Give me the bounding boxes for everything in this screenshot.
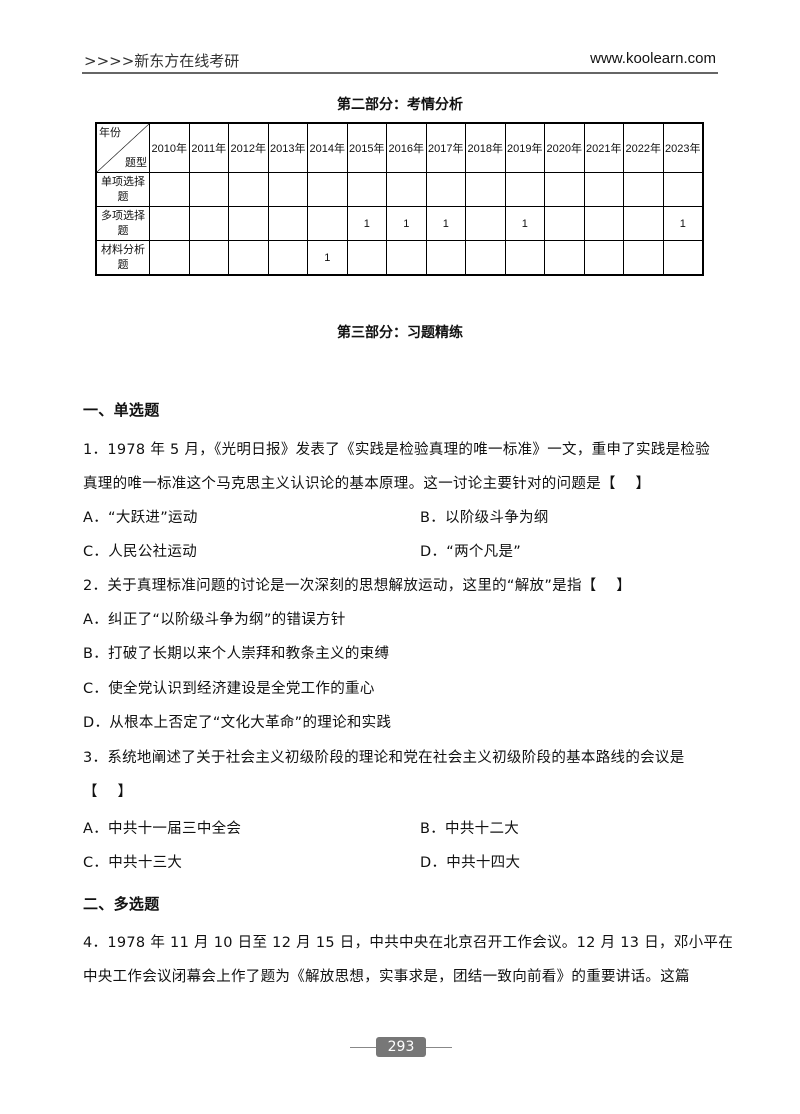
year-header: 2013年	[267, 122, 308, 173]
table-cell	[386, 240, 427, 276]
header-url: www.koolearn.com	[590, 50, 716, 67]
table-cell	[662, 172, 704, 207]
table-cell	[465, 172, 506, 207]
table-cell	[544, 206, 585, 241]
row-label: 材料分析题	[95, 240, 150, 276]
table-cell	[623, 206, 664, 241]
year-header: 2020年	[544, 122, 585, 173]
row-label: 多项选择题	[95, 206, 150, 241]
q3-option-d: D．中共十四大	[420, 855, 521, 871]
q1-option-b: B．以阶级斗争为纲	[420, 510, 549, 526]
part-heading-multiple: 二、多选题	[83, 895, 160, 913]
q2-option-d: D．从根本上否定了“文化大革命”的理论和实践	[83, 715, 392, 731]
part-heading-single: 一、单选题	[83, 401, 160, 419]
table-cell: 1	[425, 206, 466, 241]
footer-line-left	[350, 1047, 376, 1048]
header-brand: >>>>新东方在线考研	[84, 52, 240, 70]
footer-line-right	[426, 1047, 452, 1048]
table-cell	[267, 206, 308, 241]
year-header: 2010年	[149, 122, 190, 173]
table-row: 单项选择题	[95, 172, 704, 207]
q3-line1: 3．系统地阐述了关于社会主义初级阶段的理论和党在社会主义初级阶段的基本路线的会议…	[83, 750, 685, 766]
year-header: 2023年	[662, 122, 704, 173]
q1-option-a: A．“大跃进”运动	[83, 510, 198, 526]
table-cell	[267, 172, 308, 207]
q2-option-b: B．打破了长期以来个人崇拜和教条主义的束缚	[83, 646, 390, 662]
table-row: 材料分析题 1	[95, 240, 704, 276]
table-cell	[188, 240, 229, 276]
year-header: 2022年	[623, 122, 664, 173]
table-cell	[267, 240, 308, 276]
table-cell	[544, 240, 585, 276]
year-header: 2012年	[228, 122, 269, 173]
table-cell	[228, 172, 269, 207]
table-cell	[465, 240, 506, 276]
q1-line1: 1．1978 年 5 月，《光明日报》发表了《实践是检验真理的唯一标准》一文，重…	[83, 442, 711, 458]
table-cell	[662, 240, 704, 276]
table-cell: 1	[386, 206, 427, 241]
q4-line1: 4．1978 年 11 月 10 日至 12 月 15 日，中共中央在北京召开工…	[83, 935, 734, 951]
exam-stats-table: 年份题型 2010年 2011年 2012年 2013年 2014年 2015年 2016年…	[95, 122, 704, 276]
year-header: 2018年	[465, 122, 506, 173]
q3-line2: 【 】	[83, 784, 133, 800]
section-title-analysis: 第二部分：考情分析	[337, 97, 463, 113]
table-cell	[307, 206, 348, 241]
page-number: 293	[376, 1037, 426, 1057]
table-corner: 年份题型	[95, 122, 150, 173]
table-cell	[504, 240, 545, 276]
table-cell	[228, 240, 269, 276]
table-cell	[228, 206, 269, 241]
table-cell	[149, 172, 190, 207]
table-cell	[346, 240, 387, 276]
q3-option-a: A．中共十一届三中全会	[83, 821, 242, 837]
table-cell	[425, 172, 466, 207]
table-cell	[465, 206, 506, 241]
header-divider	[82, 72, 718, 74]
row-label: 单项选择题	[95, 172, 150, 207]
year-header: 2017年	[425, 122, 466, 173]
q1-option-d: D．“两个凡是”	[420, 544, 522, 560]
table-cell	[544, 172, 585, 207]
q2-option-a: A．纠正了“以阶级斗争为纲”的错误方针	[83, 612, 346, 628]
table-cell	[307, 172, 348, 207]
table-cell	[425, 240, 466, 276]
q2-option-c: C．使全党认识到经济建设是全党工作的重心	[83, 681, 375, 697]
q1-option-c: C．人民公社运动	[83, 544, 198, 560]
table-cell	[583, 240, 624, 276]
table-cell	[583, 172, 624, 207]
table-cell	[386, 172, 427, 207]
table-cell	[149, 240, 190, 276]
table-cell	[623, 172, 664, 207]
table-row: 多项选择题 1 1 1 1 1	[95, 206, 704, 241]
year-header: 2019年	[504, 122, 545, 173]
year-header: 2015年	[346, 122, 387, 173]
table-cell	[188, 172, 229, 207]
table-cell	[346, 172, 387, 207]
table-cell	[623, 240, 664, 276]
table-cell	[583, 206, 624, 241]
section-title-exercises: 第三部分：习题精练	[337, 325, 463, 341]
table-cell	[149, 206, 190, 241]
table-cell	[504, 172, 545, 207]
table-cell: 1	[307, 240, 348, 276]
corner-year-label: 年份	[99, 127, 121, 139]
year-header: 2016年	[386, 122, 427, 173]
q2-line1: 2．关于真理标准问题的讨论是一次深刻的思想解放运动，这里的“解放”是指【 】	[83, 578, 632, 594]
year-header: 2011年	[188, 122, 229, 173]
table-cell: 1	[504, 206, 545, 241]
year-header: 2021年	[583, 122, 624, 173]
q3-option-c: C．中共十三大	[83, 855, 183, 871]
year-header: 2014年	[307, 122, 348, 173]
q4-line2: 中央工作会议闭幕会上作了题为《解放思想，实事求是，团结一致向前看》的重要讲话。这…	[83, 969, 690, 985]
table-cell: 1	[662, 206, 704, 241]
table-cell: 1	[346, 206, 387, 241]
q1-line2: 真理的唯一标准这个马克思主义认识论的基本原理。这一讨论主要针对的问题是【 】	[83, 476, 651, 492]
corner-type-label: 题型	[125, 157, 147, 169]
table-cell	[188, 206, 229, 241]
q3-option-b: B．中共十二大	[420, 821, 520, 837]
